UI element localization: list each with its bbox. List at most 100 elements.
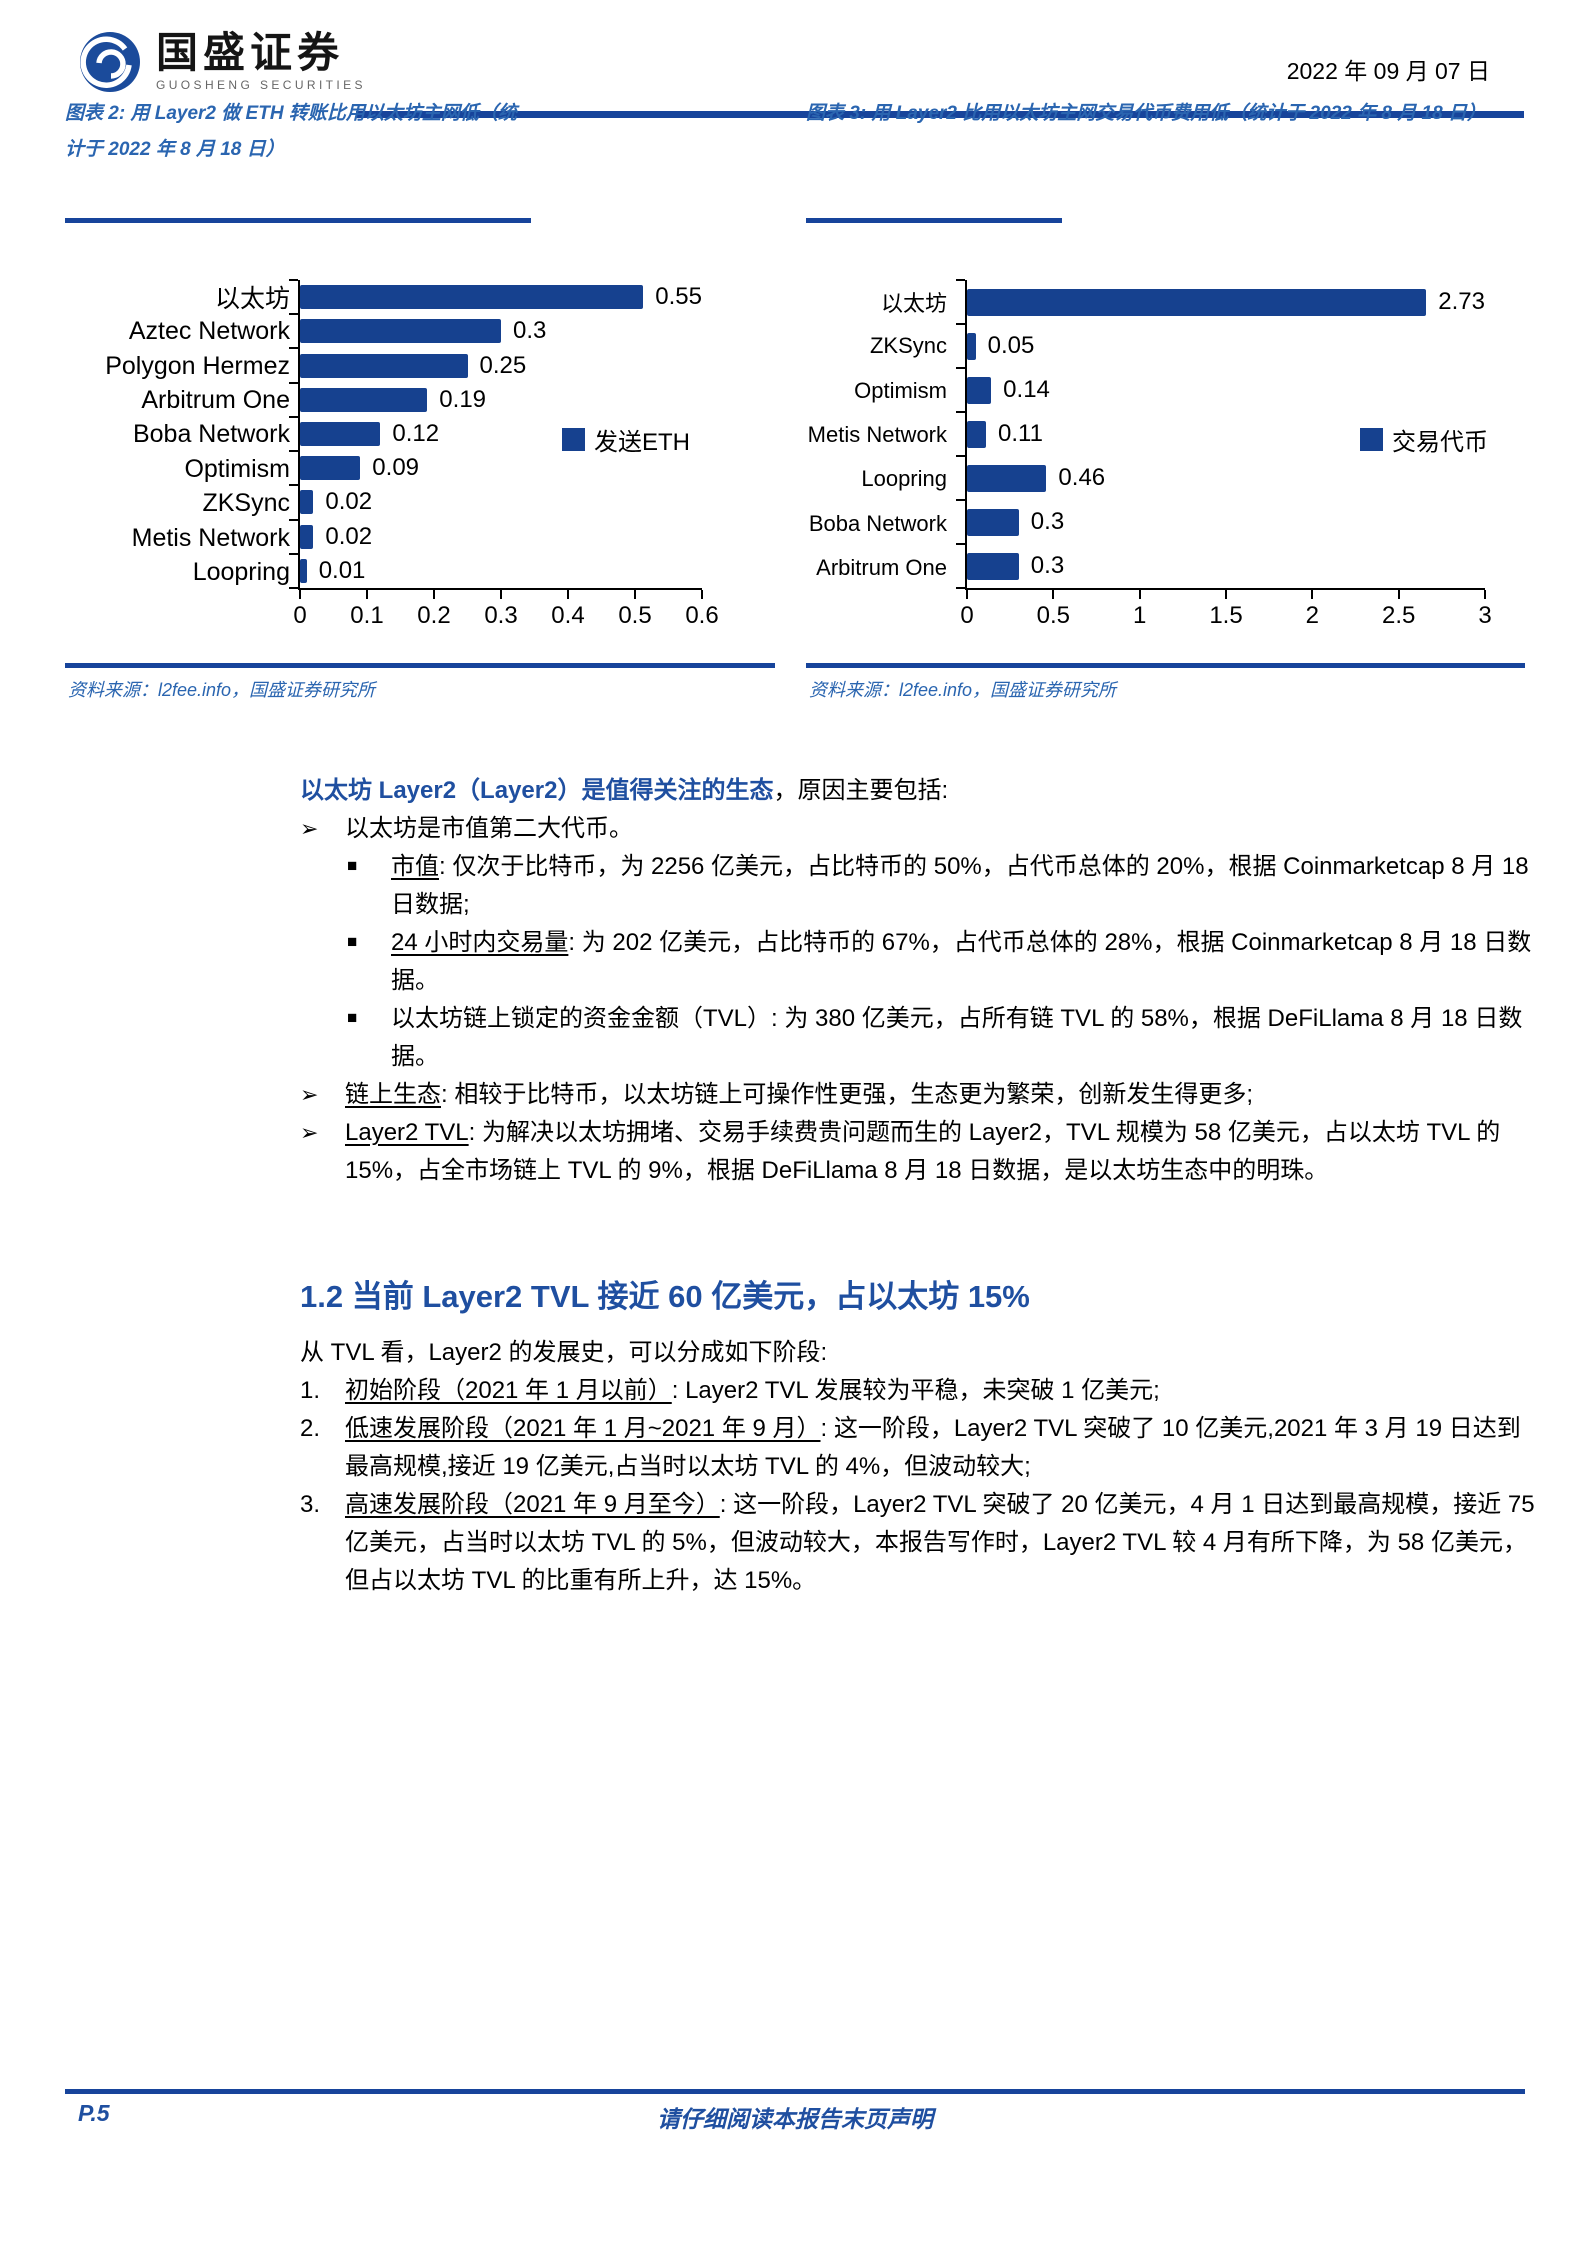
bar-value-label: 2.73 [1438, 288, 1485, 315]
bar-value-label: 0.14 [1003, 376, 1050, 403]
x-tick-label: 0 [960, 602, 974, 629]
brand-name-en: GUOSHENG SECURITIES [156, 78, 366, 92]
y-axis-tick [289, 381, 298, 384]
stage-number: 2. [300, 1415, 321, 1442]
bar [300, 353, 468, 378]
arrow-bullet-icon: ➢ [300, 1082, 319, 1107]
bar-value-label: 0.25 [479, 351, 527, 379]
y-axis-label: 以太坊 [880, 291, 947, 317]
bullet-lead: 市值 [391, 853, 439, 880]
bar-value-label: 0.55 [655, 283, 702, 311]
x-axis: 0 0.5 1 1.5 2 2.5 3 [960, 588, 1491, 632]
header-divider [356, 111, 1524, 118]
bar-value-label: 0.3 [513, 317, 547, 345]
figure3-source: 资料来源：l2fee.info，国盛证券研究所 [809, 680, 1117, 700]
x-tick-label: 3 [1478, 602, 1492, 629]
x-tick-label: 2 [1305, 602, 1320, 629]
bar [300, 387, 428, 412]
bar-row: 0.09 [300, 451, 702, 485]
y-axis-tick [956, 366, 965, 369]
legend-swatch [562, 428, 585, 451]
y-axis-label: Optimism [854, 377, 947, 403]
bar-value-label: 0.05 [987, 332, 1035, 359]
x-tick-label: 0.4 [551, 602, 585, 629]
bar-row: 0.46 [967, 456, 1485, 500]
y-axis-labels: 以太坊 ZKSync Optimism Metis Network Loopring Bo… [806, 280, 947, 590]
stage-list: 1. 初始阶段（2021 年 1 月以前）: Layer2 TVL 发展较为平稳，… [300, 1372, 1544, 1600]
stage-number: 3. [300, 1491, 321, 1518]
bar [300, 421, 381, 446]
bar-value-label: 0.11 [997, 420, 1043, 447]
list-item: ➢ 链上生态: 相较于比特币，以太坊链上可操作性更强，生态更为繁荣，创新发生得更多… [300, 1076, 1544, 1114]
legend-label: 发送ETH [594, 429, 690, 456]
x-axis-tick [1052, 590, 1055, 599]
bar-row: 0.05 [967, 324, 1485, 368]
bullet-text: : 为解决以太坊拥堵、交易手续费贵问题而生的 Layer2，TVL 规模为 58… [345, 1119, 1501, 1184]
y-axis-label: Loopring [192, 558, 290, 587]
stage-item: 2. 低速发展阶段（2021 年 1 月~2021 年 9 月）: 这一阶段，La… [300, 1410, 1544, 1486]
sub-list-item: ■ 24 小时内交易量: 为 202 亿美元，占比特币的 67%，占代币总体的 2… [345, 924, 1544, 1000]
arrow-bullet-icon: ➢ [300, 1120, 319, 1145]
bar [300, 558, 307, 583]
y-axis-tick [956, 279, 965, 281]
bar-row: 0.3 [300, 314, 702, 348]
y-axis-tick [289, 518, 298, 521]
x-axis: 0 0.1 0.2 0.3 0.4 0.5 0.6 [293, 588, 718, 632]
square-bullet-icon: ■ [347, 856, 358, 875]
bar [300, 285, 644, 310]
bar-row: 0.02 [300, 485, 702, 519]
y-axis-label: Metis Network [131, 523, 290, 552]
brand-name-cn: 国盛证券 [156, 29, 345, 76]
section-lead: 从 TVL 看，Layer2 的发展史，可以分成如下阶段: [300, 1339, 828, 1366]
bar [300, 490, 314, 515]
y-axis-label: ZKSync [869, 333, 947, 359]
bar-row: 0.02 [300, 520, 702, 554]
legend-swatch [1360, 428, 1383, 451]
x-tick-label: 0.6 [685, 602, 719, 629]
y-axis-label: Boba Network [808, 510, 947, 536]
arrow-bullet-icon: ➢ [300, 816, 319, 841]
x-tick-label: 0.5 [1036, 602, 1071, 629]
page-number: P.5 [78, 2100, 110, 2126]
x-axis-tick [1484, 590, 1486, 599]
square-bullet-icon: ■ [347, 1008, 358, 1027]
x-axis-tick [634, 590, 636, 599]
list-item: ➢ 以太坊是市值第二大代币。 ■ 市值: 仅次于比特币，为 2256 亿美元，占比特币… [300, 810, 1544, 1076]
x-axis-tick [1311, 590, 1314, 599]
plot-area: 0 0.5 1 1.5 2 2.5 3 2.73 0.05 0.14 0.11 0.46 0.3 0.3 [956, 279, 1492, 629]
bar-row: 0.11 [967, 412, 1485, 456]
bar-value-label: 0.19 [439, 385, 487, 413]
guosheng-logo-icon [80, 32, 140, 92]
section-heading: 1.2 当前 Layer2 TVL 接近 60 亿美元，占以太坊 15% [300, 1279, 1030, 1314]
bar-row: 0.55 [300, 280, 702, 314]
figure2-title: 图表 2: 用 Layer2 做 ETH 转账比用以太坊主网低（统计于 2022… [65, 103, 517, 160]
x-tick-label: 1 [1132, 602, 1147, 629]
y-axis-tick [956, 454, 965, 457]
x-tick-label: 0.5 [618, 602, 652, 629]
stage-lead: 低速发展阶段（2021 年 1 月~2021 年 9 月） [345, 1415, 821, 1442]
y-axis-tick [956, 587, 965, 589]
plot-area: 0 0.1 0.2 0.3 0.4 0.5 0.6 0.55 0.3 0.25 0.19 0.12 0… [289, 279, 719, 629]
x-tick-label: 0 [293, 602, 307, 629]
x-axis-tick [566, 590, 569, 599]
bar [300, 524, 314, 549]
figure3-bottom-divider [806, 663, 1525, 668]
bar-value-label: 0.09 [372, 454, 420, 482]
figure2-bar-chart: 以太坊 Aztec Network Polygon Hermez Arbitrum O… [65, 279, 765, 660]
stage-number: 1. [300, 1377, 321, 1404]
bar-row: 0.19 [300, 383, 702, 417]
legend: 交易代币 [1360, 422, 1488, 457]
footer-divider [65, 2089, 1525, 2094]
bar-row: 0.25 [300, 348, 702, 382]
x-axis-tick [432, 590, 435, 599]
bullet-list: ➢ 以太坊是市值第二大代币。 ■ 市值: 仅次于比特币，为 2256 亿美元，占比特币… [300, 810, 1544, 1190]
x-tick-label: 1.5 [1209, 602, 1243, 629]
bullet-lead: Layer2 TVL [345, 1119, 469, 1146]
sub-list-item: ■ 以太坊链上锁定的资金金额（TVL）: 为 380 亿美元，占所有链 TVL 的… [345, 1000, 1544, 1076]
bar [967, 420, 986, 448]
bar-row: 0.14 [967, 368, 1485, 412]
bar [300, 456, 361, 481]
figure3-title-divider [806, 218, 1062, 223]
y-axis-label: ZKSync [202, 489, 290, 518]
